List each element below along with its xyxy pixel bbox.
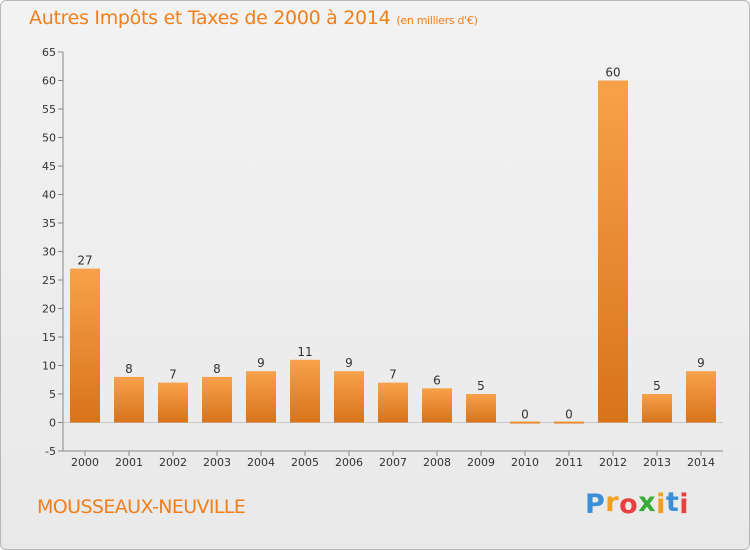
y-tick-label: 45 bbox=[42, 160, 56, 173]
proxiti-logo: Proxiti bbox=[585, 487, 690, 520]
bar-value-label: 6 bbox=[433, 373, 441, 387]
y-tick-label: 0 bbox=[49, 417, 56, 430]
bar bbox=[246, 371, 276, 423]
bar-value-label: 9 bbox=[345, 356, 353, 370]
bar-value-label: 5 bbox=[653, 379, 661, 393]
commune-name: MOUSSEAUX-NEUVILLE bbox=[37, 496, 246, 518]
bar bbox=[70, 268, 100, 423]
logo-letter: P bbox=[585, 489, 606, 520]
logo-letter: t bbox=[665, 487, 680, 518]
logo-letter: o bbox=[619, 489, 639, 520]
x-tick-label: 2012 bbox=[599, 456, 627, 469]
bar bbox=[686, 371, 716, 423]
x-tick-label: 2000 bbox=[71, 456, 99, 469]
logo-letter: i bbox=[679, 489, 690, 520]
x-tick-label: 2003 bbox=[203, 456, 231, 469]
y-tick-label: 10 bbox=[42, 360, 56, 373]
x-tick-label: 2007 bbox=[379, 456, 407, 469]
bar bbox=[642, 394, 672, 423]
bar-value-label: 8 bbox=[213, 362, 221, 376]
y-tick-label: 60 bbox=[42, 75, 56, 88]
bar bbox=[158, 382, 188, 423]
bar-value-label: 0 bbox=[565, 408, 573, 422]
y-tick-label: 20 bbox=[42, 303, 56, 316]
bar-value-label: 9 bbox=[697, 356, 705, 370]
bar bbox=[290, 359, 320, 423]
y-tick-label: 15 bbox=[42, 331, 56, 344]
x-tick-label: 2006 bbox=[335, 456, 363, 469]
bar bbox=[334, 371, 364, 423]
bar-value-label: 27 bbox=[77, 254, 92, 268]
x-tick-label: 2014 bbox=[687, 456, 715, 469]
bar-value-label: 11 bbox=[297, 345, 312, 359]
y-tick-label: 40 bbox=[42, 189, 56, 202]
y-tick-label: 55 bbox=[42, 103, 56, 116]
bar bbox=[598, 80, 628, 423]
bar bbox=[466, 394, 496, 423]
bar bbox=[114, 376, 144, 423]
x-tick-label: 2002 bbox=[159, 456, 187, 469]
y-tick-label: 35 bbox=[42, 217, 56, 230]
bar bbox=[554, 421, 584, 424]
y-tick-label: 30 bbox=[42, 246, 56, 259]
bar bbox=[422, 388, 452, 423]
bar-value-label: 5 bbox=[477, 379, 485, 393]
x-tick-label: 2011 bbox=[555, 456, 583, 469]
bar-value-label: 7 bbox=[169, 368, 177, 382]
y-tick-label: -5 bbox=[45, 445, 56, 458]
chart-title-text: Autres Impôts et Taxes de 2000 à 2014 bbox=[29, 7, 391, 29]
bar bbox=[378, 382, 408, 423]
y-tick-label: 50 bbox=[42, 132, 56, 145]
y-tick-label: 65 bbox=[42, 46, 56, 59]
x-tick-label: 2009 bbox=[467, 456, 495, 469]
y-tick-label: 25 bbox=[42, 274, 56, 287]
x-tick-label: 2001 bbox=[115, 456, 143, 469]
x-tick-label: 2005 bbox=[291, 456, 319, 469]
bar bbox=[202, 376, 232, 423]
x-tick-label: 2008 bbox=[423, 456, 451, 469]
logo-letter: i bbox=[656, 489, 666, 520]
y-tick-label: 5 bbox=[49, 388, 56, 401]
x-tick-label: 2004 bbox=[247, 456, 275, 469]
chart-unit: (en milliers d'€) bbox=[396, 14, 478, 27]
bar-value-label: 60 bbox=[605, 66, 620, 80]
x-tick-label: 2010 bbox=[511, 456, 539, 469]
x-tick-label: 2013 bbox=[643, 456, 671, 469]
bar-value-label: 9 bbox=[257, 356, 265, 370]
chart-title: Autres Impôts et Taxes de 2000 à 2014 (en… bbox=[29, 7, 478, 29]
logo-letter: x bbox=[638, 487, 657, 518]
logo-letter: r bbox=[605, 487, 620, 518]
bar-value-label: 7 bbox=[389, 368, 397, 382]
bar-value-label: 0 bbox=[521, 408, 529, 422]
bar bbox=[510, 421, 540, 424]
bar-value-label: 8 bbox=[125, 362, 133, 376]
